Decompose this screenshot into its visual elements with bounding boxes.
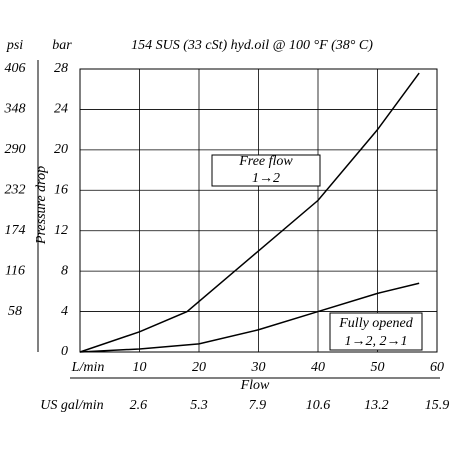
y2-tick-label: 290 (5, 142, 26, 157)
y2-tick-label: 116 (5, 263, 25, 278)
x-unit-label: L/min (71, 360, 105, 375)
x2-unit-label: US gal/min (40, 398, 103, 413)
x-tick-label: 50 (371, 360, 385, 375)
annotation-box (329, 312, 423, 351)
x2-tick-label: 15.9 (425, 398, 450, 413)
x2-tick-label: 13.2 (364, 398, 389, 413)
x-tick-label: 40 (311, 360, 325, 375)
y-label: bar (52, 38, 72, 53)
x2-tick-label: 5.3 (190, 398, 208, 413)
annotation: 1→2 (252, 171, 280, 186)
x-axis-title: Flow (240, 378, 270, 393)
y-tick-label: 8 (61, 263, 68, 278)
x-tick-label: 10 (133, 360, 147, 375)
y-tick-label: 4 (61, 304, 68, 319)
x2-tick-label: 2.6 (130, 398, 148, 413)
y-tick-label: 16 (54, 183, 68, 198)
chart-title: 154 SUS (33 cSt) hyd.oil @ 100 °F (38° C… (131, 38, 373, 53)
x-tick-label: 20 (192, 360, 206, 375)
y-tick-label: 20 (54, 142, 68, 157)
y-axis-title: Pressure drop (34, 166, 49, 245)
x2-tick-label: 10.6 (306, 398, 331, 413)
y2-label: psi (6, 38, 23, 53)
y2-tick-label: 58 (8, 304, 22, 319)
y-tick-label: 0 (61, 344, 68, 359)
x2-tick-label: 7.9 (249, 398, 267, 413)
y2-tick-label: 348 (4, 102, 26, 117)
data-line (79, 282, 420, 353)
annotation: 1→2, 2→1 (345, 334, 408, 349)
y2-tick-label: 406 (5, 61, 26, 76)
y2-tick-label: 174 (5, 223, 26, 238)
x-tick-label: 60 (430, 360, 444, 375)
x-tick-label: 30 (251, 360, 266, 375)
annotation: Fully opened (338, 316, 413, 331)
y-tick-label: 12 (54, 223, 68, 238)
y-tick-label: 24 (54, 102, 68, 117)
y-tick-label: 28 (54, 61, 68, 76)
annotation: Free flow (238, 154, 293, 169)
y2-tick-label: 232 (5, 183, 26, 198)
data-line (79, 72, 420, 353)
annotation-box (211, 154, 321, 187)
